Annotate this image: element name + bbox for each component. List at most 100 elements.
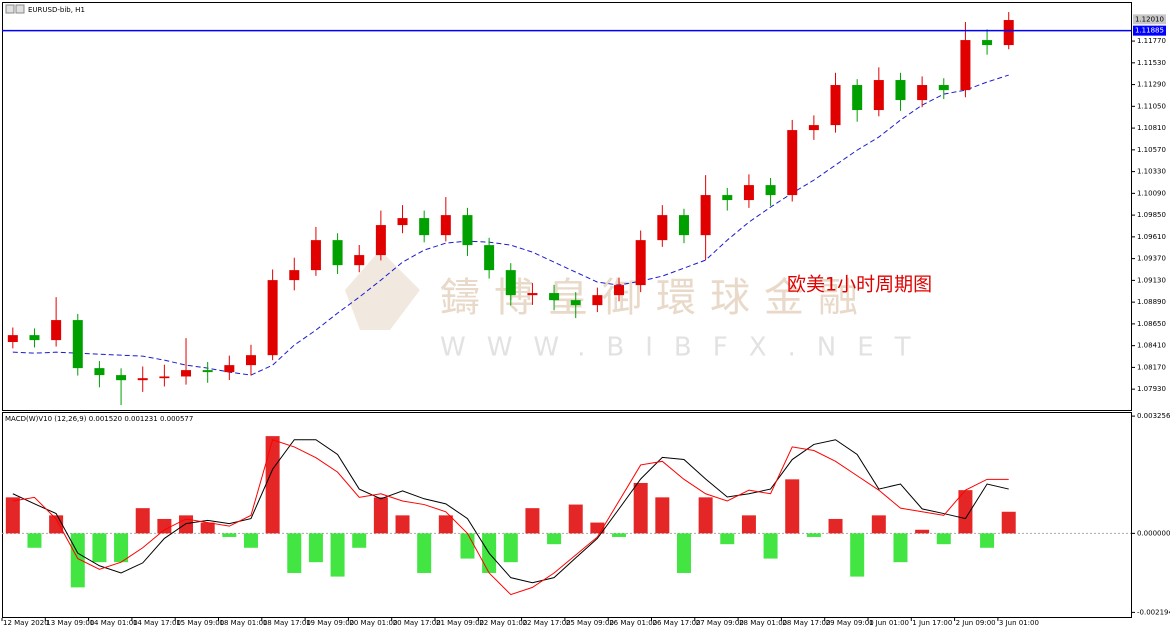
candle-body [743,185,754,201]
candle-body [267,280,278,356]
macd-histogram-bar [352,533,367,548]
candle-body [938,85,949,91]
y-tick-label: 1.11290 [1137,81,1166,89]
macd-histogram-bar [373,497,388,534]
candle-body [700,195,711,236]
x-tick-label: 1 Jun 01:00 [869,619,909,627]
macd-histogram-bar [92,533,107,563]
x-tick-label: 18 May 17:00 [263,619,311,627]
x-tick-label: 26 May 01:00 [609,619,657,627]
x-tick-label: 15 May 09:00 [176,619,224,627]
macd-histogram-bar [525,508,540,534]
candle-body [462,215,473,246]
y-tick-label: 1.10090 [1137,189,1166,197]
macd-histogram-bar [590,522,605,534]
macd-histogram-bar [70,533,85,588]
macd-histogram-bar [871,515,886,534]
y-tick-label: 1.09610 [1137,233,1166,241]
x-tick-label: 22 May 01:00 [479,619,527,627]
macd-histogram-bar [785,479,800,534]
macd-histogram-bar [958,490,973,534]
y-tick-label: 1.11530 [1137,59,1166,67]
macd-histogram-bar [49,515,64,534]
x-tick-label: 20 May 17:00 [393,619,441,627]
candle-body [895,80,906,101]
macd-histogram-bar [287,533,302,573]
y-tick-label: 1.10810 [1137,124,1166,132]
price-label: 1.12010 [1135,15,1164,23]
macd-line [12,439,1009,584]
macd-histogram-bar [222,533,237,537]
macd-histogram-bar [612,533,627,537]
candle-body [397,218,408,226]
x-tick-label: 25 May 09:00 [566,619,614,627]
y-tick-label: 0.003256 [1137,412,1170,420]
macd-histogram-bar [308,533,323,563]
candle-body [960,40,971,91]
macd-histogram-bar [850,533,865,577]
candle-body [722,195,733,201]
symbol-icon [15,4,25,14]
macd-histogram-bar [27,533,42,548]
candle-body [51,320,62,341]
x-tick-label: 22 May 17:00 [523,619,571,627]
x-tick-label: 27 May 09:00 [696,619,744,627]
x-tick-label: 28 May 17:00 [782,619,830,627]
x-tick-label: 3 Jun 01:00 [999,619,1039,627]
signal-line [12,439,1009,596]
candle-body [852,85,863,111]
candle-body [94,368,105,376]
macd-histogram-bar [5,497,20,534]
candle-body [484,245,495,271]
x-tick-label: 29 May 09:00 [826,619,874,627]
y-tick-label: 1.08890 [1137,298,1166,306]
candle-body [505,270,516,296]
x-tick-label: 19 May 09:00 [306,619,354,627]
candle-body [310,240,321,271]
macd-histogram-bar [200,522,215,534]
candle-body [245,355,256,366]
macd-histogram-bar [135,508,150,534]
macd-histogram-bar [395,515,410,534]
indicator-panel [2,412,1132,618]
x-tick-label: 18 May 01:00 [220,619,268,627]
candle-body [657,215,668,241]
macd-histogram-bar [568,504,583,534]
y-tick-label: 1.10330 [1137,168,1166,176]
candle-body [982,40,993,46]
macd-histogram-bar [503,533,518,563]
candle-body [549,293,560,301]
x-tick-label: 26 May 17:00 [653,619,701,627]
macd-histogram-bar [460,533,475,559]
candle-body [137,378,148,381]
candle-body [440,215,451,236]
price-label-bg [1133,14,1166,25]
price-panel [2,2,1132,411]
y-tick-label: 1.09850 [1137,211,1166,219]
macd-histogram-bar [547,533,562,545]
macd-histogram-bar [893,533,908,563]
y-tick-label: 1.08410 [1137,342,1166,350]
x-tick-label: 14 May 01:00 [90,619,138,627]
macd-histogram-bar [265,436,280,534]
candle-body [181,370,192,377]
x-tick-label: 1 Jun 17:00 [912,619,952,627]
candle-body [289,270,300,281]
x-tick-label: 28 May 01:00 [739,619,787,627]
watermark: WWW.BIBFX.NET [440,333,932,363]
annotation: 欧美1小时周期图 [787,274,932,296]
macd-histogram-bar [417,533,432,573]
candle-body [765,185,776,196]
y-tick-label: 1.11770 [1137,37,1166,45]
candle-body [224,365,235,373]
x-tick-label: 12 May 2020 [3,619,49,627]
y-tick-label: 1.10570 [1137,146,1166,154]
macd-histogram-bar [915,529,930,534]
macd-histogram-bar [243,533,258,548]
candle-body [375,225,386,256]
symbol-icon [5,4,15,14]
macd-histogram-bar [676,533,691,573]
candle-body [29,335,40,341]
macd-histogram-bar [741,515,756,534]
